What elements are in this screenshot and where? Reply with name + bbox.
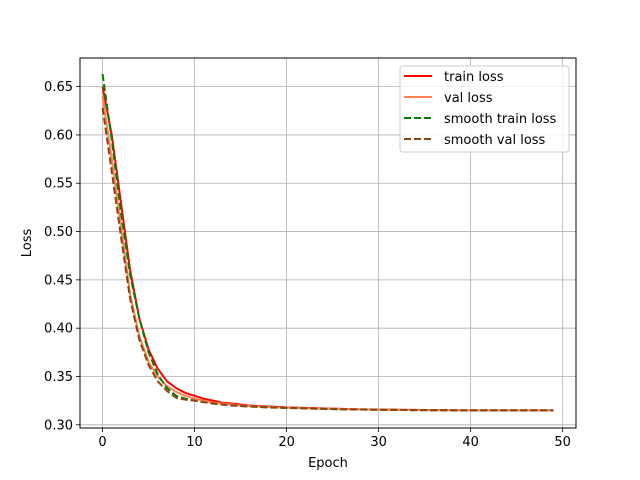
y-tick-label: 0.35	[44, 370, 73, 385]
x-tick-label: 10	[186, 435, 203, 450]
x-tick-label: 50	[554, 435, 571, 450]
y-tick-label: 0.40	[44, 322, 73, 337]
y-axis-ticks: 0.30 0.35 0.40 0.45 0.50 0.55 0.60 0.65	[44, 80, 80, 433]
x-tick-label: 0	[98, 435, 106, 450]
legend-label: smooth train loss	[444, 112, 557, 127]
x-tick-label: 30	[370, 435, 387, 450]
legend-label: smooth val loss	[444, 133, 546, 148]
legend-frame	[399, 65, 570, 153]
y-tick-label: 0.60	[44, 128, 73, 143]
legend-label: train loss	[444, 70, 504, 85]
legend-label: val loss	[444, 91, 493, 106]
y-tick-label: 0.50	[44, 225, 73, 240]
x-tick-label: 20	[278, 435, 295, 450]
x-tick-label: 40	[462, 435, 479, 450]
y-tick-label: 0.45	[44, 273, 73, 288]
series-lines	[101, 73, 554, 412]
plot-frame	[79, 57, 577, 429]
x-axis-ticks: 0 10 20 30 40 50	[98, 428, 571, 450]
series-line-smooth-val-loss	[101, 107, 554, 412]
y-tick-label: 0.65	[44, 80, 73, 95]
y-tick-label: 0.55	[44, 177, 73, 192]
y-tick-label: 0.30	[44, 418, 73, 433]
x-axis-label: Epoch	[308, 456, 348, 471]
legend: train loss val loss smooth train loss smoot…	[399, 65, 570, 153]
y-axis-label: Loss	[20, 229, 35, 258]
